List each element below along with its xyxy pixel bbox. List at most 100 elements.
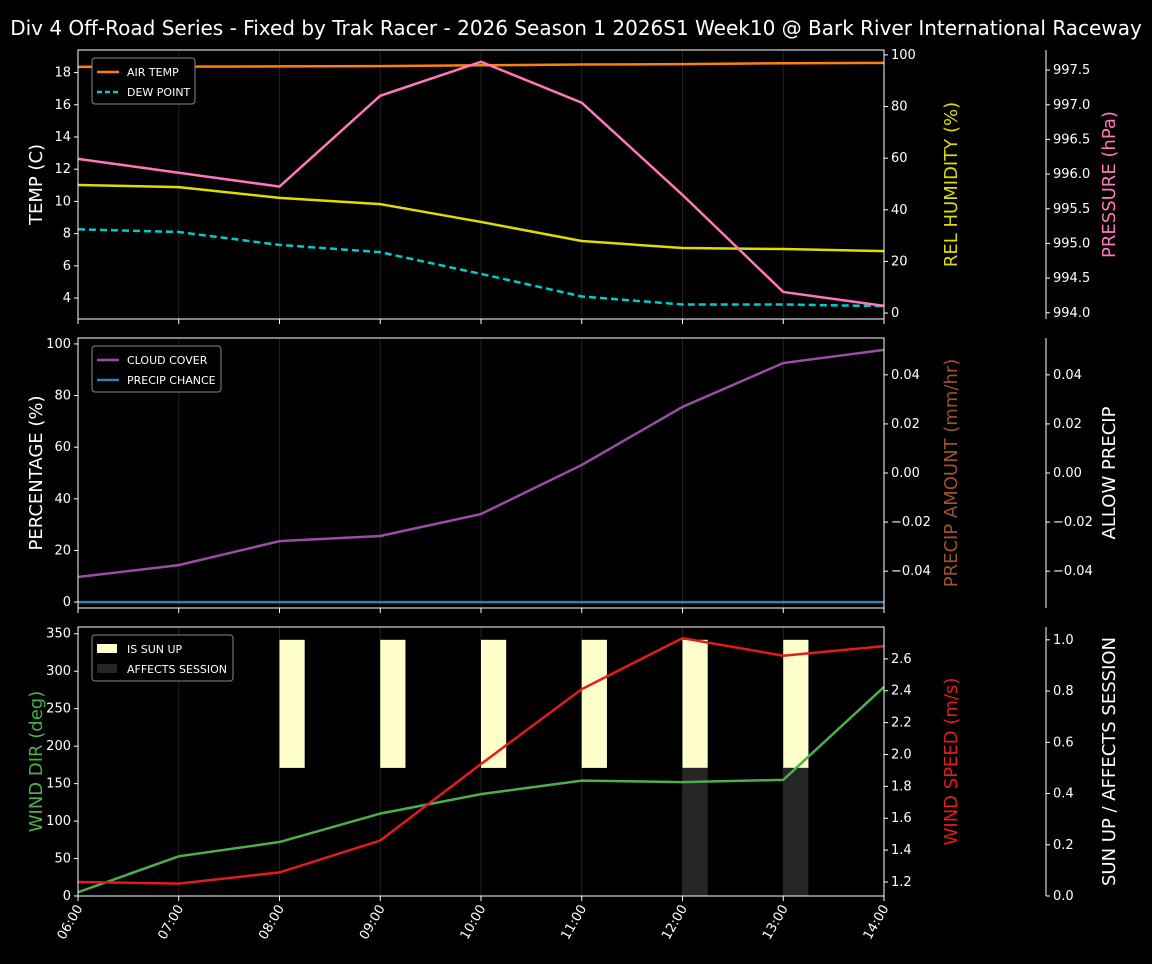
legend-swatch: [97, 664, 117, 673]
y-tick-label: −0.02: [891, 515, 931, 530]
sun-up-bar: [279, 639, 305, 768]
y-tick-label: 40: [54, 492, 71, 507]
y-tick-label: 0.04: [1053, 368, 1082, 383]
y-tick-label: 150: [46, 777, 71, 792]
y-tick-label: 20: [54, 543, 71, 558]
y-tick-label: 0.00: [1053, 466, 1082, 481]
legend: CLOUD COVER PRECIP CHANCE: [91, 345, 222, 393]
legend-label: AFFECTS SESSION: [127, 663, 227, 676]
affects-session-bar: [783, 767, 809, 896]
x-tick-label: 10:00: [458, 903, 490, 943]
y-tick-label: 80: [891, 100, 908, 115]
y-tick-label: 40: [891, 203, 908, 218]
y-tick-label: 0.8: [1053, 684, 1074, 699]
axis-label: PRECIP AMOUNT (mm/hr): [941, 359, 962, 588]
affects-session-bar: [682, 767, 708, 896]
y-tick-label: 0.02: [891, 417, 920, 432]
y-tick-label: 80: [54, 389, 71, 404]
sun-up-bar: [481, 639, 507, 768]
y-tick-label: −0.02: [1053, 515, 1093, 530]
y-tick-label: 0.02: [1053, 417, 1082, 432]
y-tick-label: 14: [54, 130, 71, 145]
y-tick-label: 18: [54, 66, 71, 81]
y-tick-label: 50: [54, 852, 71, 867]
axis-label: WIND SPEED (m/s): [941, 678, 962, 846]
x-tick-label: 08:00: [256, 903, 288, 943]
y-tick-label: 2.2: [891, 716, 912, 731]
y-tick-label: 12: [54, 162, 71, 177]
y-tick-label: 0.04: [891, 368, 920, 383]
x-tick-label: 06:00: [55, 903, 87, 943]
axis-label: PERCENTAGE (%): [26, 395, 47, 550]
sun-up-bar: [783, 639, 809, 768]
y-tick-label: 4: [63, 291, 71, 306]
x-tick-label: 14:00: [861, 903, 893, 943]
legend-label: CLOUD COVER: [127, 354, 208, 367]
series-1-line: [77, 636, 885, 885]
y-tick-label: 250: [46, 702, 71, 717]
y-tick-label: 994.5: [1053, 271, 1090, 286]
y-tick-label: 350: [46, 627, 71, 642]
y-tick-label: 2.4: [891, 684, 912, 699]
y-tick-label: 20: [891, 254, 908, 269]
y-tick-label: 2.0: [891, 747, 912, 762]
y-tick-label: 2.6: [891, 652, 912, 667]
y-tick-label: 100: [891, 48, 916, 63]
y-tick-label: 994.0: [1053, 306, 1090, 321]
y-tick-label: 200: [46, 739, 71, 754]
y-tick-label: 60: [54, 440, 71, 455]
panel-1: 4 6 8 10 12 14 16 18 TEMP (C) 0 20 40 60 80 100 REL HUM…: [26, 48, 1120, 324]
axis-label: TEMP (C): [26, 144, 47, 226]
y-tick-label: 995.5: [1053, 202, 1090, 217]
series-2-line: [77, 183, 885, 253]
y-tick-label: 1.8: [891, 779, 912, 794]
y-tick-label: 100: [46, 814, 71, 829]
axis-label: SUN UP / AFFECTS SESSION: [1099, 637, 1120, 886]
legend-swatch: [97, 644, 117, 653]
legend-label: PRECIP CHANCE: [127, 374, 216, 387]
y-tick-label: 6: [63, 259, 71, 274]
y-tick-label: −0.04: [891, 564, 931, 579]
y-tick-label: 16: [54, 98, 71, 113]
series-0-line: [77, 686, 885, 894]
y-tick-label: 1.4: [891, 843, 912, 858]
y-tick-label: 100: [46, 337, 71, 352]
sun-up-bar: [682, 639, 708, 768]
axis-label: ALLOW PRECIP: [1099, 406, 1120, 539]
y-tick-label: 0.0: [1053, 889, 1074, 904]
y-tick-label: 0: [891, 306, 899, 321]
y-tick-label: −0.04: [1053, 564, 1093, 579]
y-tick-label: 0.6: [1053, 735, 1074, 750]
series-3-line: [77, 60, 885, 308]
y-tick-label: 60: [891, 151, 908, 166]
y-tick-label: 8: [63, 227, 71, 242]
panel-3: 0 50 100 150 200 250 300 350 WIND DIR (deg) 1.2 1.…: [26, 626, 1120, 943]
y-tick-label: 996.5: [1053, 132, 1090, 147]
dew-point-line: [77, 228, 885, 308]
x-tick-label: 09:00: [357, 903, 389, 943]
panel-2: 0 20 40 60 80 100 PERCENTAGE (%) −0.04 −0.02 0.00…: [26, 337, 1120, 613]
axis-label: WIND DIR (deg): [26, 691, 47, 833]
legend: IS SUN UP AFFECTS SESSION: [91, 634, 234, 682]
x-tick-label: 11:00: [558, 903, 590, 943]
legend-label: DEW POINT: [127, 86, 191, 99]
x-tick-label: 13:00: [760, 903, 792, 943]
y-tick-label: 0: [63, 595, 71, 610]
y-tick-label: 1.6: [891, 811, 912, 826]
y-tick-label: 996.0: [1053, 167, 1090, 182]
y-tick-label: 0.00: [891, 466, 920, 481]
air-temp-line: [77, 61, 885, 69]
y-tick-label: 10: [54, 194, 71, 209]
axis-label: PRESSURE (hPa): [1099, 111, 1120, 258]
y-tick-label: 1.2: [891, 875, 912, 890]
axis-label: REL HUMIDITY (%): [941, 102, 962, 267]
y-tick-label: 997.5: [1053, 63, 1090, 78]
y-tick-label: 1.0: [1053, 633, 1074, 648]
x-tick-label: 07:00: [155, 903, 187, 943]
legend-label: IS SUN UP: [127, 643, 183, 656]
y-tick-label: 0.2: [1053, 838, 1074, 853]
y-tick-label: 0.4: [1053, 787, 1074, 802]
chart-title: Div 4 Off-Road Series - Fixed by Trak Ra…: [10, 16, 1142, 40]
y-tick-label: 995.0: [1053, 236, 1090, 251]
